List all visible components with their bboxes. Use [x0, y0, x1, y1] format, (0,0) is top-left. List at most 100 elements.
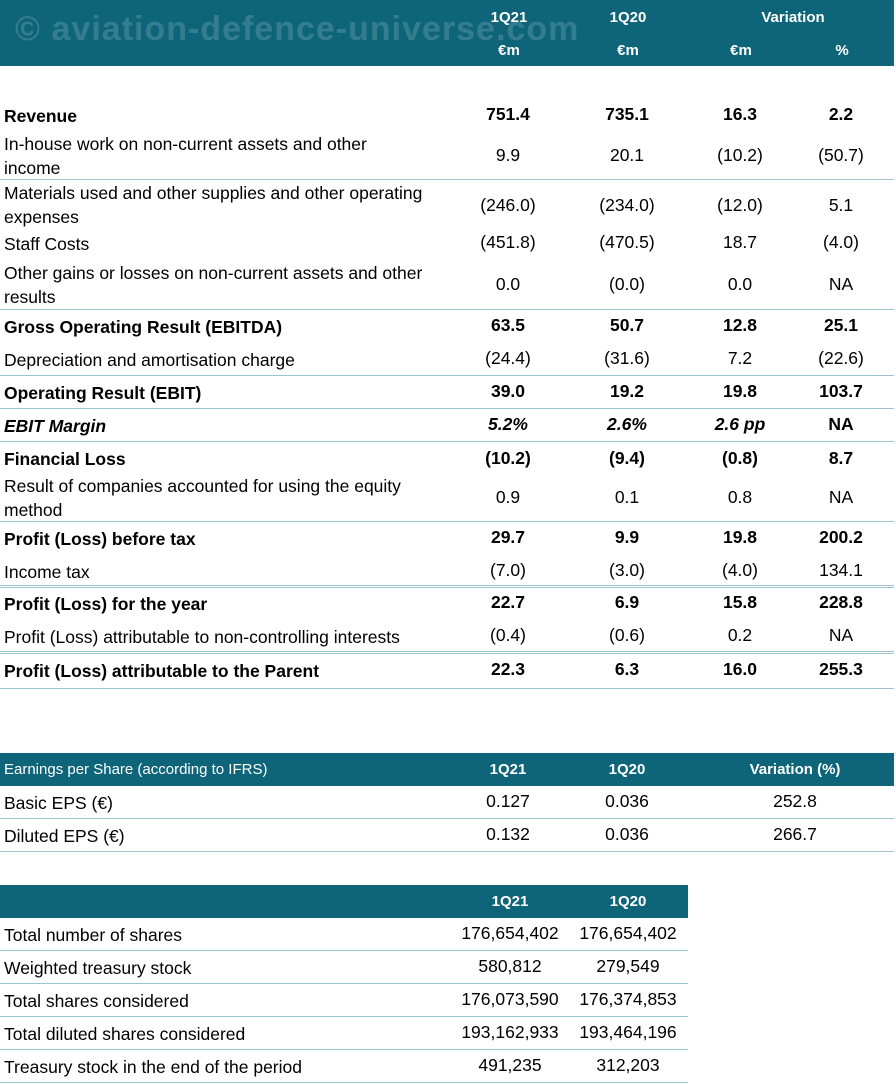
cell-1q21: 0.0 [495, 274, 521, 294]
cell-1q20: (234.0) [599, 195, 655, 215]
row-label: Basic EPS (€) [4, 793, 113, 813]
cell-1q21: (24.4) [485, 348, 531, 368]
cell-1q20: (0.6) [609, 625, 645, 645]
cell-1q21: 751.4 [486, 104, 530, 124]
cell-var-pct: 200.2 [819, 527, 863, 547]
cell-var-eur: 19.8 [722, 381, 758, 401]
cell-1q20: 19.2 [609, 381, 645, 401]
cell-1q21: 176,654,402 [461, 923, 559, 943]
cell-1q20: 50.7 [609, 315, 645, 335]
row-label: Total number of shares [4, 925, 183, 945]
row-label: Total diluted shares considered [4, 1024, 246, 1044]
cell-1q21: (7.0) [490, 560, 526, 580]
table-row: EBIT Margin 5.2% 2.6% 2.6 pp NA [0, 409, 894, 442]
cell-1q20: 0.036 [605, 824, 649, 844]
cell-var-eur: (10.2) [717, 145, 763, 165]
table-row: In-house work on non-current assets and … [0, 129, 894, 180]
cell-var-eur: 0.0 [727, 274, 753, 294]
cell-1q21: 5.2% [488, 414, 528, 434]
cell-var-pct: NA [828, 274, 854, 294]
table-row: Result of companies accounted for using … [0, 474, 894, 522]
income-statement-table: © aviation-defence-universe.com 1Q21 1Q2… [0, 0, 894, 689]
cell-var-eur: 0.2 [727, 625, 753, 645]
row-label: Profit (Loss) attributable to the Parent [4, 661, 320, 681]
eps-header-1q20: 1Q20 [608, 761, 646, 778]
cell-var-eur: 12.8 [722, 315, 758, 335]
table-row: Basic EPS (€) 0.127 0.036 252.8 [0, 786, 894, 819]
cell-variation: 252.8 [773, 791, 817, 811]
cell-var-pct: 134.1 [819, 560, 863, 580]
cell-1q21: 39.0 [490, 381, 526, 401]
cell-1q21: 22.7 [490, 592, 526, 612]
table-row: Profit (Loss) before tax 29.7 9.9 19.8 2… [0, 522, 894, 555]
cell-1q20: 735.1 [605, 104, 649, 124]
row-label: Gross Operating Result (EBITDA) [4, 317, 283, 337]
table-row: Treasury stock in the end of the period … [0, 1050, 688, 1083]
unit-variation-pct: % [835, 42, 849, 59]
row-label: Materials used and other supplies and ot… [4, 183, 423, 227]
cell-1q20: (3.0) [609, 560, 645, 580]
cell-1q21: 193,162,933 [461, 1022, 559, 1042]
cell-1q20: 312,203 [596, 1055, 660, 1075]
cell-1q20: (470.5) [599, 232, 655, 252]
cell-var-eur: (4.0) [722, 560, 758, 580]
cell-var-pct: 25.1 [823, 315, 859, 335]
cell-var-eur: 7.2 [727, 348, 753, 368]
cell-1q20: 6.9 [614, 592, 640, 612]
row-label: Result of companies accounted for using … [4, 476, 401, 520]
income-statement-header: © aviation-defence-universe.com 1Q21 1Q2… [0, 0, 894, 66]
shares-table: 1Q21 1Q20 Total number of shares 176,654… [0, 885, 688, 1083]
cell-1q21: 0.127 [486, 791, 530, 811]
eps-header-1q21: 1Q21 [489, 761, 527, 778]
table-row: Revenue 751.4 735.1 16.3 2.2 [0, 99, 894, 129]
cell-1q20: 9.9 [614, 527, 640, 547]
row-label: Income tax [4, 562, 90, 582]
cell-var-pct: 228.8 [819, 592, 863, 612]
table-row: Staff Costs (451.8) (470.5) 18.7 (4.0) [0, 230, 894, 260]
cell-1q20: (0.0) [609, 274, 645, 294]
header-1q20: 1Q20 [609, 9, 647, 26]
cell-1q20: (9.4) [609, 448, 645, 468]
table-row: Weighted treasury stock 580,812 279,549 [0, 951, 688, 984]
cell-1q21: (451.8) [480, 232, 536, 252]
cell-var-pct: 5.1 [828, 195, 854, 215]
row-label: EBIT Margin [4, 416, 107, 436]
shares-header: 1Q21 1Q20 [0, 885, 688, 918]
cell-var-pct: NA [828, 625, 854, 645]
cell-var-pct: NA [828, 487, 854, 507]
cell-1q21: 491,235 [478, 1055, 542, 1075]
table-row: Financial Loss (10.2) (9.4) (0.8) 8.7 [0, 442, 894, 474]
row-label: Financial Loss [4, 449, 126, 469]
table-row: Profit (Loss) attributable to the Parent… [0, 654, 894, 689]
cell-1q21: (246.0) [480, 195, 536, 215]
cell-1q21: 580,812 [478, 956, 542, 976]
row-label: Depreciation and amortisation charge [4, 350, 295, 370]
cell-var-eur: 15.8 [722, 592, 758, 612]
table-row: Materials used and other supplies and ot… [0, 180, 894, 230]
header-variation: Variation [761, 9, 825, 26]
row-label: Profit (Loss) before tax [4, 529, 196, 549]
cell-var-pct: 2.2 [828, 104, 854, 124]
eps-header-variation: Variation (%) [749, 761, 841, 778]
cell-1q21: 22.3 [490, 659, 526, 679]
cell-1q20: 0.1 [614, 487, 640, 507]
cell-1q21: 0.132 [486, 824, 530, 844]
cell-1q21: 29.7 [490, 527, 526, 547]
cell-var-eur: (0.8) [722, 448, 758, 468]
cell-1q20: 176,654,402 [579, 923, 677, 943]
row-label: Staff Costs [4, 234, 90, 254]
cell-var-pct: (4.0) [823, 232, 859, 252]
row-label: Profit (Loss) for the year [4, 594, 208, 614]
cell-1q21: 176,073,590 [461, 989, 559, 1009]
cell-var-eur: 16.3 [722, 104, 758, 124]
shares-header-1q20: 1Q20 [609, 893, 647, 910]
shares-header-1q21: 1Q21 [491, 893, 529, 910]
row-label: Diluted EPS (€) [4, 826, 125, 846]
table-row: Profit (Loss) attributable to non-contro… [0, 621, 894, 654]
cell-var-pct: NA [828, 414, 854, 434]
watermark: © aviation-defence-universe.com [15, 10, 580, 48]
row-label: Weighted treasury stock [4, 958, 192, 978]
unit-1q20: €m [617, 42, 639, 59]
row-label: Profit (Loss) attributable to non-contro… [4, 627, 400, 647]
header-1q21: 1Q21 [490, 9, 528, 26]
